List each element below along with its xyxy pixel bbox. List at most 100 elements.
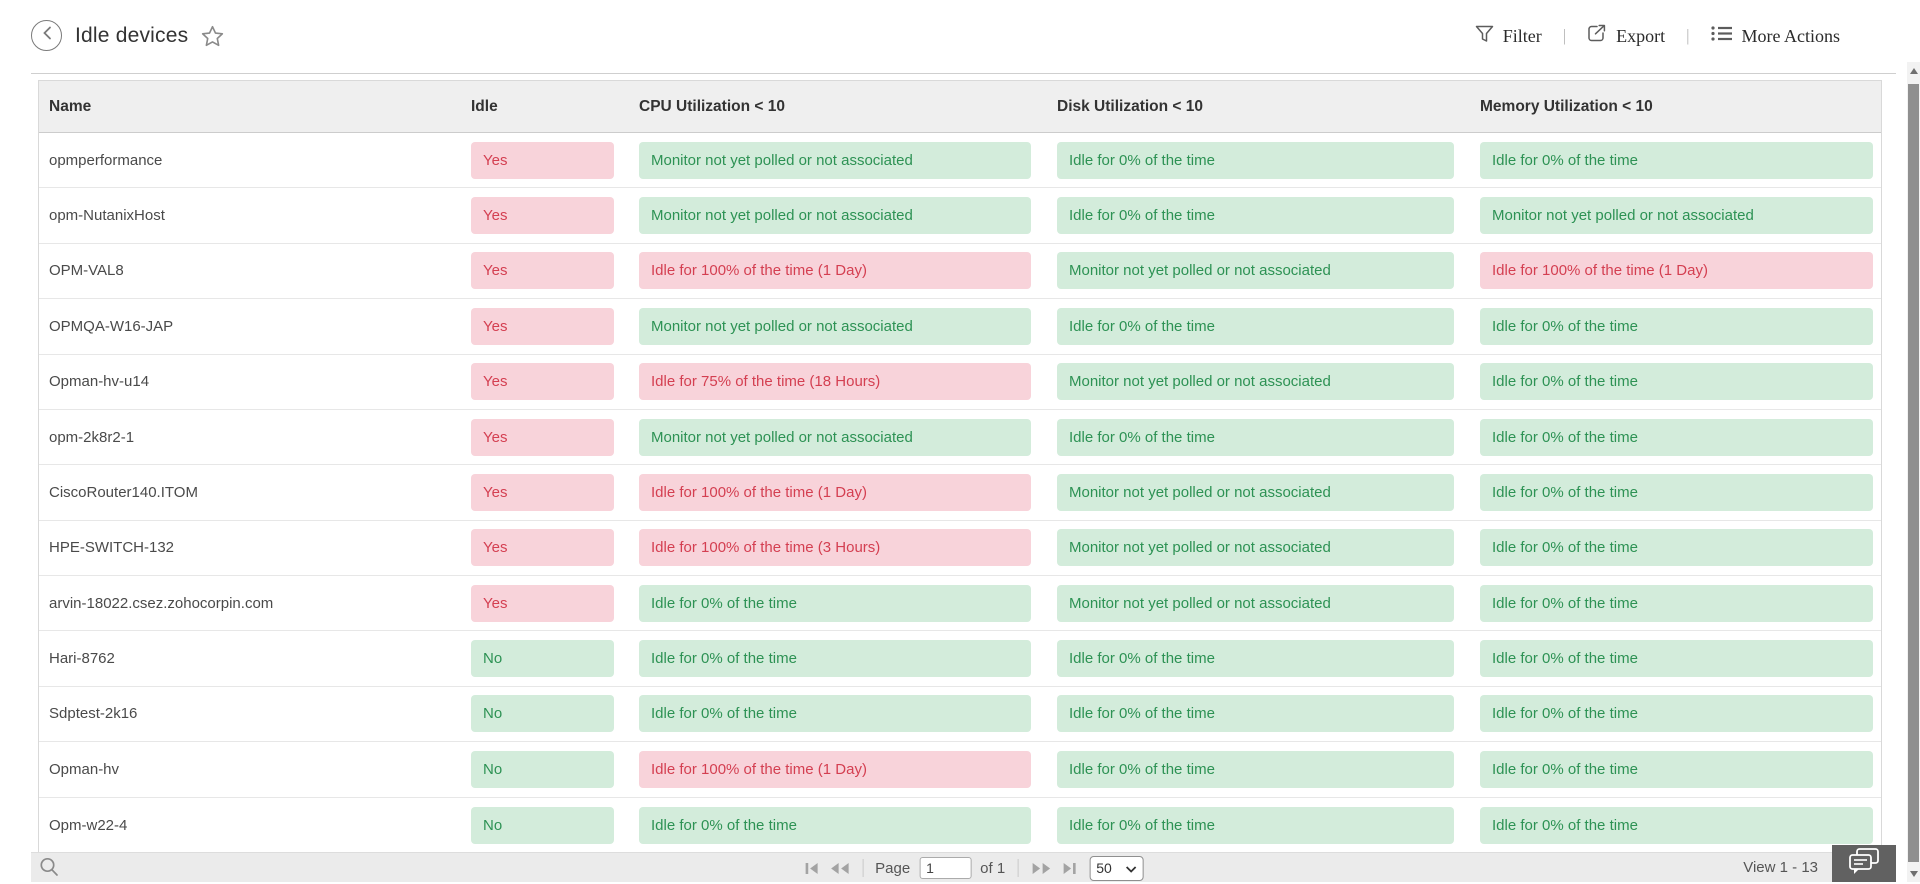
memory-utilization-badge: Idle for 0% of the time xyxy=(1480,750,1873,788)
view-range-label: View 1 - 13 xyxy=(1743,859,1818,876)
cpu-cell: Idle for 0% of the time xyxy=(639,687,1057,741)
disk-utilization-badge: Idle for 0% of the time xyxy=(1057,750,1454,788)
idle-badge: Yes xyxy=(471,141,614,179)
last-page-icon[interactable] xyxy=(1061,862,1076,875)
idle-cell: Yes xyxy=(471,133,639,187)
memory-utilization-badge: Idle for 0% of the time xyxy=(1480,418,1873,456)
first-page-icon[interactable] xyxy=(804,862,819,875)
idle-cell: No xyxy=(471,687,639,741)
column-header-name[interactable]: Name xyxy=(49,97,92,115)
table-row[interactable]: OPMQA-W16-JAP Yes Monitor not yet polled o… xyxy=(39,299,1881,355)
cpu-utilization-badge: Idle for 100% of the time (1 Day) xyxy=(639,252,1031,290)
column-header-idle[interactable]: Idle xyxy=(471,97,498,115)
idle-cell: Yes xyxy=(471,521,639,575)
vertical-scrollbar[interactable] xyxy=(1907,62,1920,882)
mem-cell: Idle for 0% of the time xyxy=(1480,355,1881,409)
table-row[interactable]: arvin-18022.csez.zohocorpin.com Yes Idle f… xyxy=(39,576,1881,632)
disk-cell: Idle for 0% of the time xyxy=(1057,299,1480,353)
cpu-utilization-badge: Monitor not yet polled or not associated xyxy=(639,418,1031,456)
back-button[interactable] xyxy=(31,20,62,51)
memory-utilization-badge: Idle for 0% of the time xyxy=(1480,806,1873,844)
disk-utilization-badge: Idle for 0% of the time xyxy=(1057,806,1454,844)
column-header-memory[interactable]: Memory Utilization < 10 xyxy=(1480,97,1653,115)
search-icon[interactable] xyxy=(38,856,61,884)
chevron-left-icon xyxy=(42,26,52,45)
device-name: opmperformance xyxy=(49,151,163,169)
table-row[interactable]: Opm-w22-4 No Idle for 0% of the time Idle f… xyxy=(39,797,1881,853)
cpu-utilization-badge: Monitor not yet polled or not associated xyxy=(639,307,1031,345)
table-row[interactable]: opmperformance Yes Monitor not yet polled … xyxy=(39,133,1881,189)
toolbar: Filter | Export | M xyxy=(1475,24,1840,48)
table-footer-bar: Page of 1 50 View 1 - 13 xyxy=(31,845,1896,884)
page-number-input[interactable] xyxy=(919,857,972,879)
idle-badge: Yes xyxy=(471,584,614,622)
table-row[interactable]: OPM-VAL8 Yes Idle for 100% of the time (1 … xyxy=(39,243,1881,300)
disk-utilization-badge: Monitor not yet polled or not associated xyxy=(1057,529,1454,567)
idle-badge: Yes xyxy=(471,197,614,235)
disk-cell: Monitor not yet polled or not associated xyxy=(1057,465,1480,519)
table-row[interactable]: opm-NutanixHost Yes Monitor not yet polled… xyxy=(39,188,1881,244)
mem-cell: Idle for 0% of the time xyxy=(1480,521,1881,575)
memory-utilization-badge: Idle for 0% of the time xyxy=(1480,640,1873,678)
disk-utilization-badge: Idle for 0% of the time xyxy=(1057,640,1454,678)
cpu-utilization-badge: Idle for 0% of the time xyxy=(639,640,1031,678)
memory-utilization-badge: Idle for 0% of the time xyxy=(1480,529,1873,567)
mem-cell: Idle for 100% of the time (1 Day) xyxy=(1480,244,1881,298)
memory-utilization-badge: Idle for 0% of the time xyxy=(1480,473,1873,511)
mem-cell: Idle for 0% of the time xyxy=(1480,299,1881,353)
pagination: Page of 1 50 xyxy=(804,853,1144,883)
device-name: opm-NutanixHost xyxy=(49,207,165,225)
pagination-divider xyxy=(862,859,864,877)
cpu-utilization-badge: Idle for 100% of the time (3 Hours) xyxy=(639,529,1031,567)
disk-cell: Idle for 0% of the time xyxy=(1057,133,1480,187)
page-size-select[interactable]: 50 xyxy=(1089,855,1144,881)
disk-utilization-badge: Idle for 0% of the time xyxy=(1057,695,1454,733)
cpu-cell: Idle for 100% of the time (1 Day) xyxy=(639,742,1057,796)
cpu-cell: Monitor not yet polled or not associated xyxy=(639,188,1057,242)
mem-cell: Idle for 0% of the time xyxy=(1480,687,1881,741)
cpu-cell: Monitor not yet polled or not associated xyxy=(639,299,1057,353)
table-row[interactable]: Hari-8762 No Idle for 0% of the time Idle f… xyxy=(39,631,1881,687)
column-header-disk[interactable]: Disk Utilization < 10 xyxy=(1057,97,1204,115)
more-actions-button[interactable]: More Actions xyxy=(1710,25,1840,47)
previous-page-icon[interactable] xyxy=(828,862,850,875)
scroll-up-icon[interactable] xyxy=(1909,68,1918,74)
cpu-utilization-badge: Idle for 0% of the time xyxy=(639,584,1031,622)
idle-badge: No xyxy=(471,640,614,678)
scrollbar-thumb[interactable] xyxy=(1908,84,1919,862)
top-bar: Idle devices Filter | Export | xyxy=(0,0,1920,73)
idle-cell: Yes xyxy=(471,188,639,242)
table-row[interactable]: opm-2k8r2-1 Yes Monitor not yet polled or … xyxy=(39,409,1881,466)
disk-cell: Idle for 0% of the time xyxy=(1057,631,1480,685)
idle-badge: Yes xyxy=(471,252,614,290)
of-pages-label: of 1 xyxy=(980,859,1006,877)
next-page-icon[interactable] xyxy=(1030,862,1052,875)
table-row[interactable]: Opman-hv No Idle for 100% of the time (1 D… xyxy=(39,742,1881,798)
cpu-utilization-badge: Idle for 75% of the time (18 Hours) xyxy=(639,363,1031,401)
device-name: Opm-w22-4 xyxy=(49,816,128,834)
table-row[interactable]: Opman-hv-u14 Yes Idle for 75% of the time … xyxy=(39,354,1881,410)
export-icon xyxy=(1587,24,1607,48)
memory-utilization-badge: Idle for 0% of the time xyxy=(1480,307,1873,345)
feedback-button[interactable] xyxy=(1832,845,1896,882)
memory-utilization-badge: Idle for 0% of the time xyxy=(1480,695,1873,733)
more-actions-icon xyxy=(1710,25,1733,47)
star-icon[interactable] xyxy=(201,25,224,47)
devices-table: Name Idle CPU Utilization < 10 Disk Util… xyxy=(38,80,1882,853)
filter-button[interactable]: Filter xyxy=(1475,25,1542,48)
device-name: Hari-8762 xyxy=(49,650,115,668)
table-row[interactable]: Sdptest-2k16 No Idle for 0% of the time Idl… xyxy=(39,686,1881,743)
filter-icon xyxy=(1475,25,1494,48)
scroll-down-icon[interactable] xyxy=(1909,871,1918,877)
idle-devices-report: Name Idle CPU Utilization < 10 Disk Util… xyxy=(31,73,1896,882)
idle-cell: No xyxy=(471,631,639,685)
column-header-cpu[interactable]: CPU Utilization < 10 xyxy=(639,97,785,115)
disk-cell: Idle for 0% of the time xyxy=(1057,798,1480,853)
table-row[interactable]: HPE-SWITCH-132 Yes Idle for 100% of the ti… xyxy=(39,520,1881,576)
export-button[interactable]: Export xyxy=(1587,24,1665,48)
mem-cell: Idle for 0% of the time xyxy=(1480,742,1881,796)
table-row[interactable]: CiscoRouter140.ITOM Yes Idle for 100% of t… xyxy=(39,465,1881,521)
memory-utilization-badge: Idle for 0% of the time xyxy=(1480,141,1873,179)
memory-utilization-badge: Idle for 100% of the time (1 Day) xyxy=(1480,252,1873,290)
disk-utilization-badge: Monitor not yet polled or not associated xyxy=(1057,473,1454,511)
